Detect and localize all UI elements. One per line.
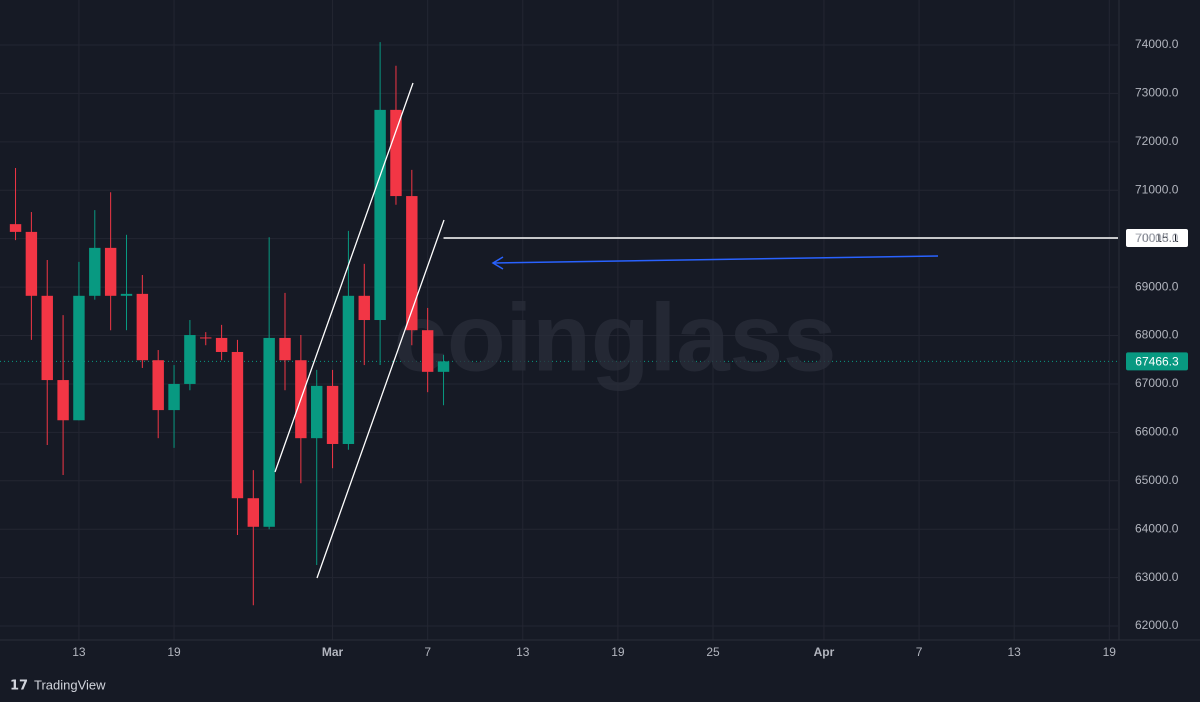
brand-name: TradingView [34, 677, 106, 692]
trend-line [274, 82, 414, 473]
y-tick-label: 70000.0 [1135, 231, 1179, 245]
price-label: 70015.1 [1135, 231, 1179, 245]
x-tick-label: Apr [814, 645, 835, 659]
candle-body [326, 385, 339, 444]
x-tick-label: 7 [424, 645, 431, 659]
price-label-box [1126, 228, 1188, 247]
candle-body [247, 498, 260, 527]
x-tick-label: 19 [611, 645, 625, 659]
candle-body [168, 383, 180, 411]
candle-body [279, 337, 291, 361]
brand: 𝟭𝟳 TradingView [10, 677, 106, 692]
x-tick-label: 13 [72, 645, 86, 659]
candle-body [311, 385, 323, 439]
x-tick-label: 13 [1007, 645, 1021, 659]
candle-body [136, 293, 149, 361]
candle-body [89, 247, 101, 296]
y-tick-label: 74000.0 [1135, 37, 1179, 51]
y-tick-label: 67000.0 [1135, 376, 1179, 390]
candle-body [390, 109, 402, 197]
drawings [274, 82, 939, 579]
x-tick-label: 25 [706, 645, 720, 659]
x-tick-label: 7 [916, 645, 923, 659]
candle-body [104, 247, 117, 296]
candle-body [374, 109, 386, 321]
x-tick-label: Mar [322, 645, 344, 659]
y-tick-label: 72000.0 [1135, 134, 1179, 148]
candle-body [215, 337, 228, 352]
y-tick-label: 69000.0 [1135, 279, 1179, 293]
x-tick-label: 19 [1103, 645, 1117, 659]
grid [0, 0, 1118, 640]
y-tick-label: 68000.0 [1135, 328, 1179, 342]
y-tick-label: 71000.0 [1135, 182, 1179, 196]
candle-body [263, 337, 275, 527]
candle-body [342, 295, 355, 444]
y-tick-label: 66000.0 [1135, 425, 1179, 439]
candle-body [152, 360, 164, 411]
y-tick-label: 73000.0 [1135, 86, 1179, 100]
y-tick-label: 63000.0 [1135, 570, 1179, 584]
watermark: coinglass [394, 284, 837, 391]
y-tick-label: 64000.0 [1135, 521, 1179, 535]
candle-body [120, 293, 133, 296]
brand-logo: 𝟭𝟳 [10, 677, 28, 692]
arrow-head [491, 256, 504, 270]
y-tick-label: 65000.0 [1135, 473, 1179, 487]
x-tick-label: 13 [516, 645, 530, 659]
overlay: 70015.1 67466.3 [443, 228, 1188, 371]
candle-body [406, 196, 418, 331]
trend-line [316, 219, 445, 579]
candle-body [57, 380, 69, 421]
last-price-box [1126, 352, 1188, 371]
candle-body [73, 295, 85, 421]
candle-body [437, 361, 450, 372]
candle-body [200, 337, 212, 339]
candle-body [25, 231, 38, 296]
candle-body [231, 351, 244, 499]
last-price-label: 67466.3 [1135, 355, 1179, 369]
candle-body [358, 295, 370, 321]
candle-body [184, 335, 196, 384]
candle-body [41, 295, 53, 381]
arrow [492, 255, 939, 264]
x-tick-label: 19 [167, 645, 181, 659]
candle-body [9, 224, 22, 232]
y-tick-label: 62000.0 [1135, 618, 1179, 632]
candle-body [421, 330, 434, 372]
